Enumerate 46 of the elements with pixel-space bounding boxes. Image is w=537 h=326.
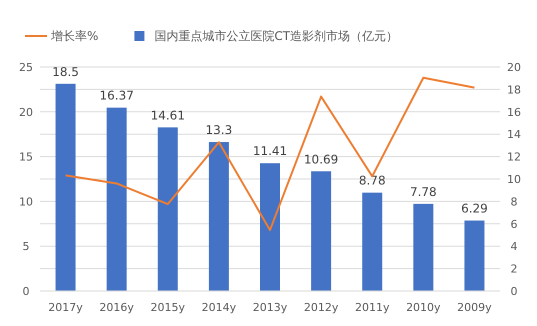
bar <box>362 192 382 291</box>
y2-tick-label: 6 <box>510 218 518 231</box>
y-tick-label: 10 <box>19 195 33 208</box>
data-label: 16.37 <box>99 88 134 103</box>
legend-label: 增长率% <box>50 29 98 43</box>
bar <box>56 84 76 291</box>
x-tick-label: 2014y <box>202 301 237 314</box>
data-label: 18.5 <box>52 64 79 79</box>
y2-tick-label: 4 <box>510 240 518 254</box>
data-label: 7.78 <box>410 184 437 199</box>
y2-tick-label: 0 <box>510 285 518 298</box>
data-label: 14.61 <box>150 108 185 122</box>
data-label: 10.69 <box>304 152 338 166</box>
x-tick-label: 2015y <box>150 301 186 314</box>
data-label: 8.78 <box>358 174 386 188</box>
bar <box>311 171 332 291</box>
y-tick-label: 5 <box>22 240 30 254</box>
data-label: 13.3 <box>206 123 232 138</box>
y2-tick-label: 2 <box>510 262 518 276</box>
bar <box>208 142 229 291</box>
y-tick-label: 20 <box>19 106 33 119</box>
legend-label: 国内重点城市公立医院CT造影剂市场（亿元） <box>154 29 398 43</box>
x-tick-label: 2017y <box>48 301 84 314</box>
bar <box>260 163 280 291</box>
x-tick-label: 2013y <box>252 301 288 314</box>
data-label: 11.41 <box>252 144 288 158</box>
y2-tick-label: 20 <box>507 61 521 74</box>
y2-tick-label: 18 <box>507 83 521 96</box>
x-tick-label: 2016y <box>99 301 134 314</box>
bar <box>464 220 484 291</box>
x-tick-label: 2009y <box>457 301 492 314</box>
y2-tick-label: 16 <box>507 106 521 119</box>
y2-tick-label: 10 <box>507 173 521 186</box>
data-label: 6.29 <box>461 202 488 216</box>
bar <box>158 127 178 291</box>
x-tick-label: 2010y <box>406 301 442 314</box>
y-tick-label: 0 <box>22 285 30 298</box>
y2-tick-label: 12 <box>507 150 521 164</box>
x-tick-label: 2012y <box>304 301 339 314</box>
bar <box>106 108 127 291</box>
bar <box>413 204 434 291</box>
y2-tick-label: 14 <box>507 128 521 142</box>
x-tick-label: 2011y <box>354 301 390 314</box>
y-tick-label: 15 <box>19 150 33 164</box>
y-tick-label: 25 <box>19 61 33 74</box>
y2-tick-label: 8 <box>510 195 518 208</box>
